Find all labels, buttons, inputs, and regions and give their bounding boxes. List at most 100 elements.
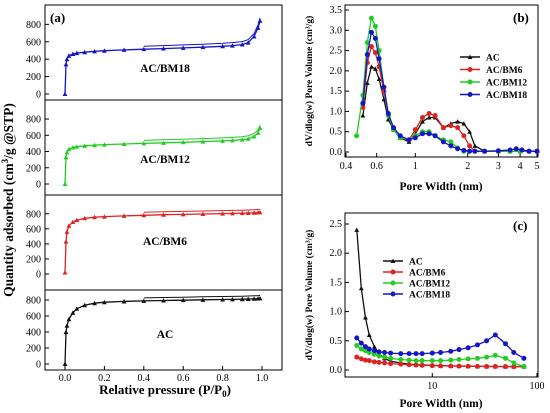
legend-marker	[390, 280, 396, 286]
data-point	[354, 227, 360, 232]
legend-label: AC/BM12	[409, 280, 450, 290]
data-point	[366, 346, 372, 352]
data-point	[63, 62, 69, 67]
legend-label: AC/BM6	[409, 269, 446, 279]
panel-b-label: (b)	[513, 10, 529, 25]
data-point	[239, 137, 245, 142]
panel-a: (a) Quantity adsorbed (cm3/g @STP) Relat…	[0, 4, 283, 399]
data-point	[465, 345, 471, 351]
data-point	[472, 148, 478, 154]
legend-marker	[467, 79, 473, 85]
y-tick-label: 600	[26, 312, 41, 323]
legend-label: AC/BM6	[486, 66, 523, 76]
data-point	[245, 40, 251, 45]
data-point	[121, 299, 127, 304]
legend-marker	[467, 54, 473, 59]
data-point	[382, 354, 388, 360]
data-point	[502, 364, 508, 370]
data-point	[371, 359, 377, 365]
y-tick-label: 600	[26, 37, 41, 48]
data-point	[376, 359, 382, 365]
x-tick-label: 0.6	[370, 161, 383, 172]
data-point	[406, 137, 412, 143]
data-point	[371, 348, 377, 354]
subplot-4-frame	[44, 289, 283, 371]
data-point	[74, 50, 80, 56]
y-tick-label: 2.5	[330, 46, 343, 57]
data-point	[467, 143, 473, 149]
y-tick-label: 2.5	[330, 219, 343, 230]
data-point	[474, 363, 480, 369]
data-point	[366, 332, 372, 337]
x-tick-label: 0.0	[59, 373, 72, 384]
data-point	[64, 323, 70, 328]
legend-label: AC	[486, 54, 500, 64]
data-point	[66, 316, 72, 322]
data-point	[413, 358, 419, 364]
data-point	[70, 145, 76, 150]
data-point	[200, 297, 206, 302]
data-point	[372, 66, 378, 71]
legend-label: AC/BM18	[409, 291, 450, 301]
data-point	[251, 34, 257, 39]
data-point	[66, 146, 72, 152]
y-tick-label: 0.5	[330, 127, 343, 138]
data-point	[180, 211, 186, 217]
left-y-axis-label: Quantity adsorbed (cm3/g @STP)	[0, 103, 16, 297]
y-tick-label: 1.0	[330, 106, 343, 117]
data-point	[467, 129, 472, 134]
data-point	[502, 341, 508, 347]
y-tick-label: 200	[26, 72, 41, 83]
data-point	[82, 143, 88, 148]
data-point	[64, 149, 70, 155]
x-tick-label: 10	[427, 381, 437, 392]
desorption-line	[143, 294, 261, 299]
data-point	[366, 358, 372, 364]
data-point	[438, 358, 444, 364]
y-tick-label: 2.0	[330, 66, 343, 77]
data-point	[448, 139, 454, 145]
data-point	[220, 211, 225, 216]
left-x-axis-label: Relative pressure (P/P0)	[99, 382, 231, 399]
data-point	[257, 296, 263, 301]
data-point	[474, 342, 480, 348]
data-point	[141, 141, 147, 146]
data-point	[354, 354, 360, 360]
data-point	[64, 229, 70, 234]
data-point	[376, 76, 382, 81]
data-point	[74, 144, 80, 149]
data-point	[388, 355, 394, 361]
y-tick-label: 800	[26, 209, 41, 220]
data-point	[455, 125, 461, 131]
data-point	[121, 213, 127, 218]
data-point	[456, 356, 462, 362]
data-point	[245, 296, 251, 302]
desorption-line	[143, 208, 261, 213]
data-point	[526, 148, 532, 154]
y-tick-label: 0	[36, 360, 41, 371]
data-point	[251, 210, 257, 215]
data-point	[121, 47, 127, 52]
series-label: AC/BM18	[140, 63, 190, 75]
y-tick-label: 0	[36, 180, 41, 191]
data-point	[492, 332, 498, 338]
data-point	[180, 297, 186, 303]
x-tick-label: 4	[518, 161, 523, 172]
data-point	[419, 358, 425, 364]
data-point	[369, 64, 374, 69]
data-point	[432, 133, 438, 139]
data-point	[257, 209, 263, 215]
data-point	[62, 181, 68, 186]
data-point	[354, 342, 360, 348]
data-point	[358, 340, 364, 346]
data-point	[492, 363, 498, 369]
series-label: AC	[157, 329, 174, 341]
data-point	[472, 143, 478, 148]
x-tick-label: 5	[535, 161, 540, 172]
data-point	[372, 23, 378, 29]
y-tick-label: 200	[26, 163, 41, 174]
data-point	[251, 134, 257, 139]
data-point	[440, 139, 446, 145]
data-point	[513, 146, 519, 152]
